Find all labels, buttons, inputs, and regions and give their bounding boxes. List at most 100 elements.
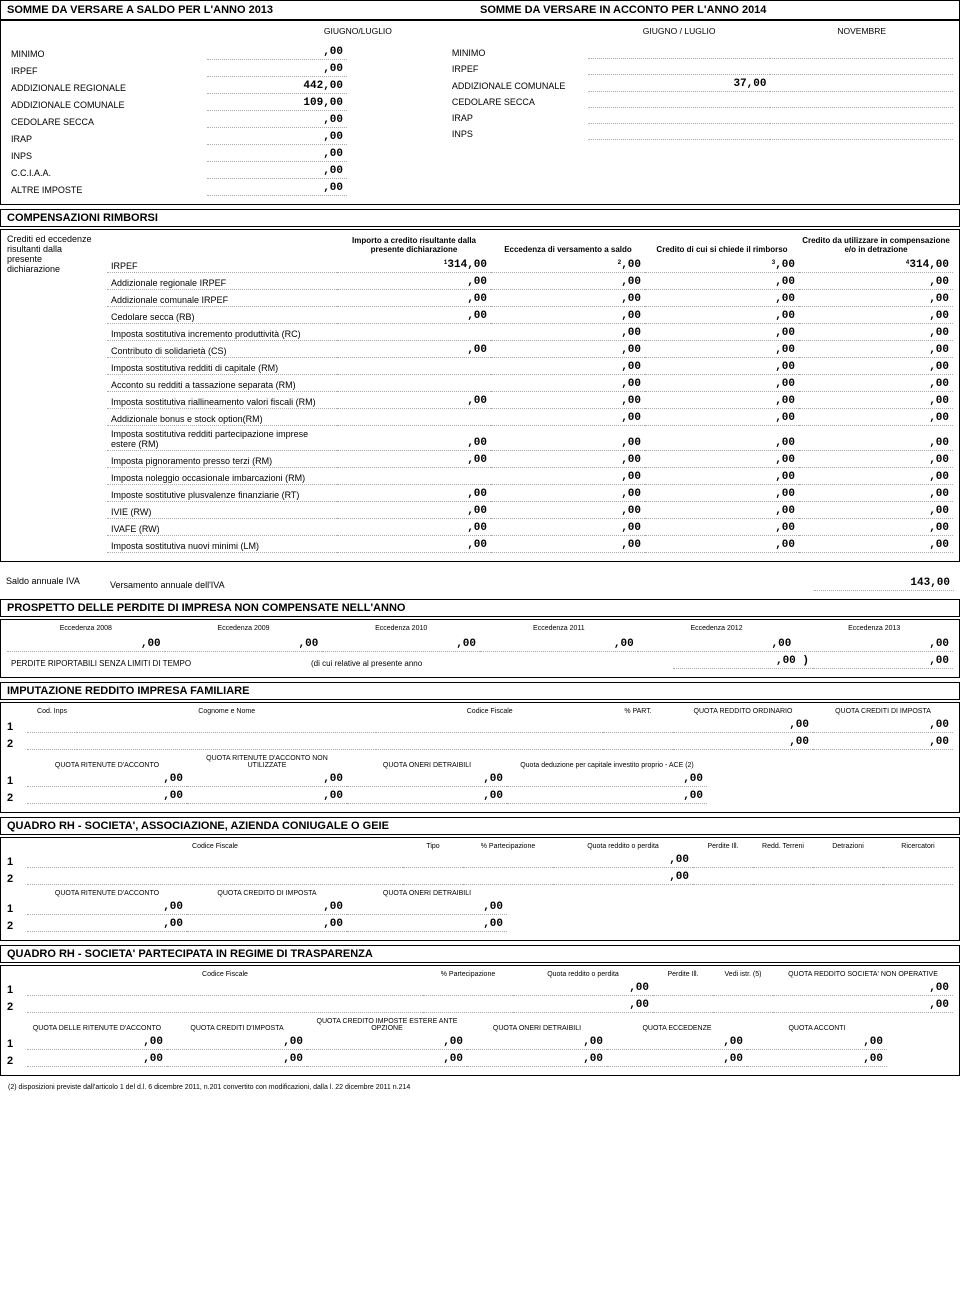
grid-val: ,00 <box>347 900 507 915</box>
grid-val <box>463 854 553 868</box>
crediti-c3: ,00 <box>645 436 799 451</box>
grid-val <box>883 854 953 868</box>
crediti-c4: 4314,00 <box>799 258 953 273</box>
crediti-c2: ,00 <box>491 360 645 375</box>
crediti-c2: ,00 <box>491 343 645 358</box>
footnote: (2) disposizioni previste dall'articolo … <box>0 1080 960 1095</box>
imp-val: ,00 <box>813 735 953 750</box>
grid-val <box>653 999 713 1013</box>
acconto-nov <box>770 126 953 140</box>
crediti-label: Imposte sostitutive plusvalenze finanzia… <box>107 489 337 502</box>
crediti-ch4: Credito da utilizzare in compensazione e… <box>799 234 953 256</box>
grid-col: % Partecipazione <box>423 970 513 979</box>
grid-val: ,00 <box>513 998 653 1013</box>
crediti-c1: ,00 <box>337 504 491 519</box>
imp-val <box>603 719 673 733</box>
crediti-c4: ,00 <box>799 360 953 375</box>
crediti-c1: ,00 <box>337 275 491 290</box>
rownum: 1 <box>7 903 27 915</box>
crediti-label: Imposta sostitutiva redditi di capitale … <box>107 362 337 375</box>
crediti-c2: ,00 <box>491 487 645 502</box>
crediti-label: Imposta noleggio occasionale imbarcazion… <box>107 472 337 485</box>
grid-col: QUOTA ONERI DETRAIBILI <box>347 889 507 898</box>
crediti-c1 <box>337 327 491 341</box>
crediti-c3: ,00 <box>645 538 799 553</box>
rownum: 1 <box>7 721 27 733</box>
grid-val <box>27 871 403 885</box>
imp-col: QUOTA REDDITO ORDINARIO <box>673 707 813 716</box>
crediti-c1: ,00 <box>337 521 491 536</box>
grid-val <box>27 982 423 996</box>
grid-val: ,00 <box>773 981 953 996</box>
saldo-val: ,00 <box>207 181 347 196</box>
rownum: 1 <box>7 775 27 787</box>
imp-col: Cognome e Nome <box>77 707 376 716</box>
grid-col: QUOTA CREDITI D'IMPOSTA <box>167 1024 307 1033</box>
grid-val <box>713 999 773 1013</box>
crediti-c2: ,00 <box>491 470 645 485</box>
imp-val <box>603 736 673 750</box>
crediti-c3: ,00 <box>645 470 799 485</box>
crediti-c2: 2,00 <box>491 258 645 273</box>
imp-val: ,00 <box>673 735 813 750</box>
grid-val: ,00 <box>347 789 507 804</box>
crediti-c1: ,00 <box>337 538 491 553</box>
crediti-c2: ,00 <box>491 309 645 324</box>
crediti-c2: ,00 <box>491 377 645 392</box>
crediti-c3: ,00 <box>645 504 799 519</box>
grid-col: Ricercatori <box>883 842 953 851</box>
grid-col: QUOTA CREDITO DI IMPOSTA <box>187 889 347 898</box>
imp-val <box>77 736 376 750</box>
crediti-c3: ,00 <box>645 394 799 409</box>
crediti-c4: ,00 <box>799 292 953 307</box>
grid-val: ,00 <box>187 900 347 915</box>
grid-val: ,00 <box>773 998 953 1013</box>
crediti-c4: ,00 <box>799 411 953 426</box>
grid-val: ,00 <box>27 900 187 915</box>
grid-col: QUOTA RITENUTE D'ACCONTO <box>27 761 187 770</box>
crediti-c3: ,00 <box>645 292 799 307</box>
crediti-ch2: Eccedenza di versamento a saldo <box>491 243 645 256</box>
crediti-label: Acconto su redditi a tassazione separata… <box>107 379 337 392</box>
grid-val: ,00 <box>27 789 187 804</box>
grid-val: ,00 <box>167 1052 307 1067</box>
acconto-label: MINIMO <box>448 47 588 59</box>
grid-col: QUOTA ONERI DETRAIBILI <box>467 1024 607 1033</box>
rownum: 1 <box>7 856 27 868</box>
crediti-c3: ,00 <box>645 453 799 468</box>
crediti-c1 <box>337 378 491 392</box>
saldo-val: ,00 <box>207 45 347 60</box>
crediti-c3: ,00 <box>645 275 799 290</box>
imp-val <box>77 719 376 733</box>
grid-col: QUOTA RITENUTE D'ACCONTO <box>27 889 187 898</box>
perdite-val: ,00 <box>322 637 480 652</box>
crediti-c4: ,00 <box>799 470 953 485</box>
grid-val <box>403 854 463 868</box>
crediti-c2: ,00 <box>491 292 645 307</box>
crediti-label: IRPEF <box>107 260 337 273</box>
crediti-label: Imposta pignoramento presso terzi (RM) <box>107 455 337 468</box>
saldo-val: ,00 <box>207 62 347 77</box>
crediti-ch3: Credito di cui si chiede il rimborso <box>645 243 799 256</box>
imp-col: QUOTA CREDITI DI IMPOSTA <box>813 707 953 716</box>
crediti-c3: ,00 <box>645 326 799 341</box>
perdite-col: Eccedenza 2012 <box>638 624 796 633</box>
grid-val: ,00 <box>187 789 347 804</box>
perdite-val: ,00 <box>480 637 638 652</box>
grid-val: ,00 <box>513 981 653 996</box>
grid-col: QUOTA ECCEDENZE <box>607 1024 747 1033</box>
saldo-block: GIUGNO/LUGLIO MINIMO,00IRPEF,00ADDIZIONA… <box>7 25 428 198</box>
grid-col: Quota reddito o perdita <box>553 842 693 851</box>
imp-val: ,00 <box>673 718 813 733</box>
grid-col: Quota reddito o perdita <box>513 970 653 979</box>
crediti-c3: ,00 <box>645 487 799 502</box>
grid-val: ,00 <box>347 772 507 787</box>
saldo-val: ,00 <box>207 164 347 179</box>
crediti-c3: ,00 <box>645 411 799 426</box>
crediti-c4: ,00 <box>799 394 953 409</box>
crediti-c1: ,00 <box>337 487 491 502</box>
grid-val: ,00 <box>507 789 707 804</box>
crediti-label: IVAFE (RW) <box>107 523 337 536</box>
saldo-label: C.C.I.A.A. <box>7 167 207 179</box>
grid-val: ,00 <box>553 853 693 868</box>
